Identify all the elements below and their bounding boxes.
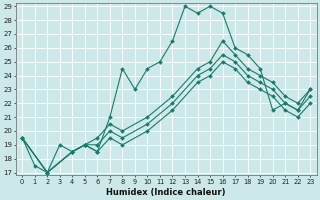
X-axis label: Humidex (Indice chaleur): Humidex (Indice chaleur) — [107, 188, 226, 197]
